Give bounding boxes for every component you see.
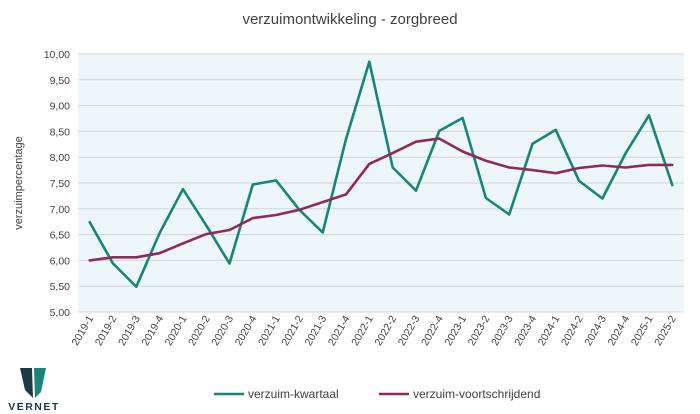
y-tick-label: 7,50 <box>50 178 71 190</box>
logo-mark-right <box>34 368 46 398</box>
x-tick-label: 2025-2 <box>652 313 679 347</box>
legend-label: verzuim-kwartaal <box>248 387 339 401</box>
y-tick-label: 6,50 <box>50 230 71 242</box>
series-line-voortschrijdend <box>88 137 674 262</box>
logo-mark-left <box>20 368 33 398</box>
legend-label: verzuim-voortschrijdend <box>413 387 540 401</box>
y-axis-label: verzuimpercentage <box>13 136 25 230</box>
y-tick-label: 10,00 <box>44 49 70 61</box>
y-tick-label: 8,00 <box>50 152 71 164</box>
y-axis-ticks: 5,00 5,50 6,00 6,50 7,00 7,50 8,00 8,50 9,00 9,50… <box>44 49 70 319</box>
x-axis-ticks: 2019-12019-22019-32019-42020-12020-22020… <box>70 313 680 347</box>
y-tick-label: 8,50 <box>50 126 71 138</box>
series-lines <box>88 60 674 289</box>
y-tick-label: 5,50 <box>50 281 71 293</box>
y-tick-label: 7,00 <box>50 204 71 216</box>
y-tick-label: 9,50 <box>50 75 71 87</box>
y-tick-label: 5,00 <box>50 307 71 319</box>
legend: verzuim-kwartaal verzuim-voortschrijdend <box>214 387 540 401</box>
vernet-logo: VERNET <box>8 368 60 413</box>
logo-text: VERNET <box>8 401 60 413</box>
gridlines <box>78 53 684 313</box>
chart-title: verzuimontwikkeling - zorgbreed <box>242 11 457 28</box>
series-line-kwartaal <box>88 60 674 289</box>
y-tick-label: 6,00 <box>50 255 71 267</box>
y-tick-label: 9,00 <box>50 101 71 113</box>
